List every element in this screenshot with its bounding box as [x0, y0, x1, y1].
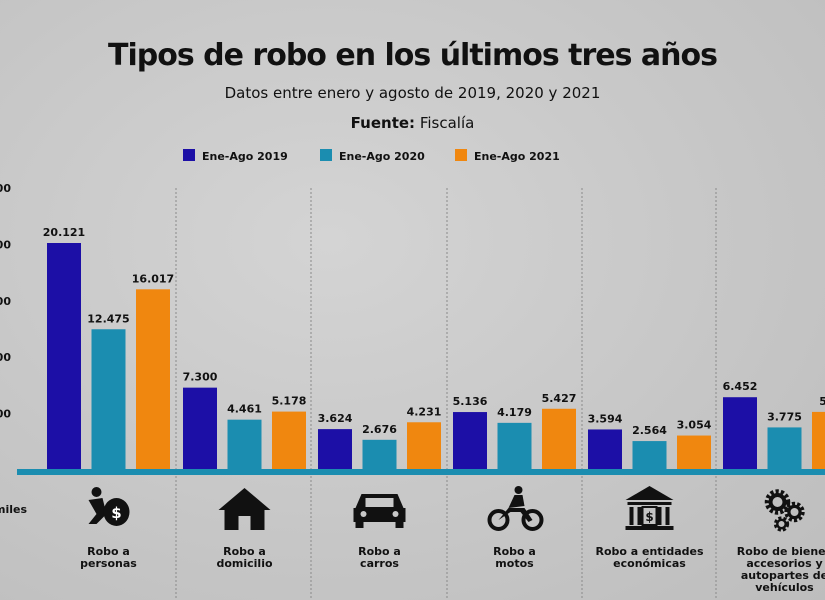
bar [812, 411, 825, 470]
category-label: Robo a entidades económicas [595, 545, 703, 570]
thief-money-bag-icon: $ [88, 487, 130, 526]
chart-title: Tipos de robo en los últimos tres años [108, 38, 718, 73]
category-label-line: Robo a [87, 545, 130, 558]
bar [272, 411, 306, 470]
bar [677, 435, 711, 470]
legend-label: Ene-Ago 2021 [474, 150, 560, 163]
category-label: Robo a domicilio [216, 545, 272, 570]
chart-source: Fuente: Fiscalía [0, 114, 825, 132]
category-label: Robo de bienes accesorios y autopartes de v… [737, 545, 825, 594]
category-label-line: Robo a entidades [595, 545, 703, 558]
category-label-line: personas [80, 557, 137, 570]
data-label: 2.564 [632, 424, 667, 437]
category-label-line: Robo a [493, 545, 536, 558]
legend-label: Ene-Ago 2019 [202, 150, 288, 163]
data-label: 4.179 [497, 406, 532, 419]
svg-text:$: $ [645, 510, 653, 524]
bar [318, 429, 352, 470]
bar [407, 422, 441, 470]
category-label-line: económicas [613, 557, 686, 570]
y-tick-label: 20.000 [0, 238, 11, 251]
bar [588, 429, 622, 470]
data-label: 6.452 [723, 380, 758, 393]
y-tick-label: 25.000 [0, 182, 11, 195]
data-label: 5.427 [542, 392, 577, 405]
bar [47, 243, 81, 470]
chart-subtitle: Datos entre enero y agosto de 2019, 2020… [224, 84, 601, 102]
category-label: Robo a personas [80, 545, 137, 570]
bank-icon: $ [625, 486, 674, 530]
category-label-line: autopartes de [741, 569, 825, 582]
category-label-line: Robo a [223, 545, 266, 558]
data-label: 4.231 [407, 405, 442, 418]
house-icon [218, 488, 271, 530]
data-label: 20.121 [43, 226, 85, 239]
legend-swatch [320, 149, 332, 161]
category-label-line: Robo a [358, 545, 401, 558]
category-label-line: motos [495, 557, 534, 570]
bar [542, 408, 576, 470]
bar [632, 441, 667, 470]
y-axis-label: miles [0, 503, 27, 516]
legend-swatch [455, 149, 467, 161]
data-label: 3.624 [318, 412, 353, 425]
category-label: Robo a motos [493, 545, 536, 570]
category-label-line: vehículos [755, 581, 814, 594]
data-label: 3.594 [588, 412, 623, 425]
data-label: 4.461 [227, 403, 262, 416]
car-icon [353, 494, 406, 528]
bar [136, 289, 170, 470]
category-label: Robo a carros [358, 545, 401, 570]
x-axis-line [17, 469, 825, 475]
motorcycle-icon [487, 486, 544, 531]
y-tick-label: 5.000 [0, 408, 11, 421]
data-label: 3.054 [677, 419, 712, 432]
category-label-line: domicilio [216, 557, 272, 570]
data-label: 3.775 [767, 410, 802, 423]
legend-label: Ene-Ago 2020 [339, 150, 425, 163]
gears-icon [764, 489, 805, 532]
data-label: 2.676 [362, 423, 397, 436]
data-label: 5.136 [453, 395, 488, 408]
y-tick-label: 15.000 [0, 295, 11, 308]
source-value: Fiscalía [419, 114, 475, 132]
source-label: Fuente: [350, 114, 416, 132]
data-label: 5.178 [272, 395, 307, 408]
bar [362, 439, 397, 470]
bar [767, 427, 802, 470]
bar [91, 329, 126, 470]
legend-swatch [183, 149, 195, 161]
bar [723, 397, 757, 470]
bar [183, 387, 217, 470]
category-label-line: accesorios y [746, 557, 822, 570]
data-label: 16.017 [132, 272, 174, 285]
svg-text:$: $ [111, 504, 121, 522]
bar [453, 412, 487, 470]
bar [497, 422, 532, 470]
y-tick-label: 10.000 [0, 351, 11, 364]
bar [227, 419, 262, 470]
data-label: 5.1 [819, 395, 825, 408]
category-label-line: Robo de bienes [737, 545, 825, 558]
data-label: 12.475 [87, 312, 129, 325]
category-label-line: carros [360, 557, 399, 570]
data-label: 7.300 [183, 371, 218, 384]
